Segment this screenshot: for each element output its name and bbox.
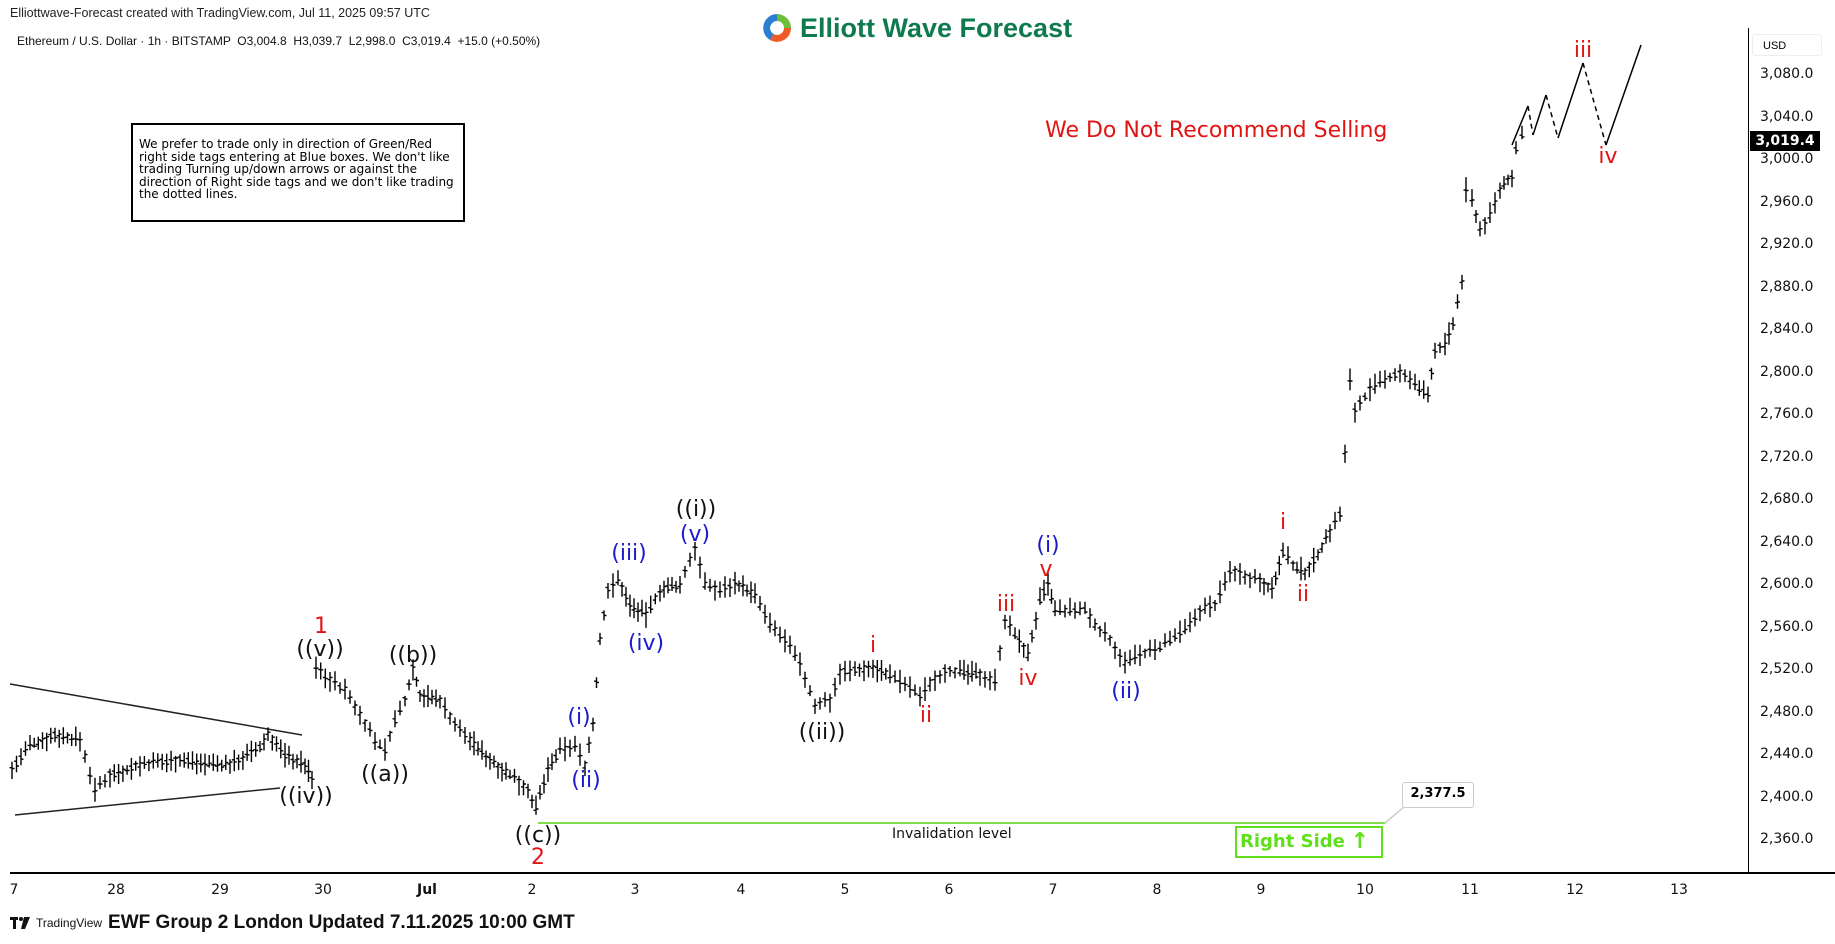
wave-label: (i) — [1036, 533, 1060, 558]
projection-line — [1557, 62, 1584, 139]
wave-label: iii — [1573, 38, 1593, 63]
currency-label[interactable]: USD — [1752, 34, 1822, 56]
price-tick: 2,760.0 — [1760, 406, 1814, 422]
price-tick: 2,840.0 — [1760, 321, 1814, 337]
logo-text: Elliott Wave Forecast — [800, 12, 1073, 43]
right-side-label: Right Side — [1240, 831, 1345, 852]
date-tick: Jul — [417, 882, 437, 898]
date-tick: 12 — [1566, 882, 1584, 898]
wave-label: ((ii)) — [798, 720, 846, 745]
wave-label: ((b)) — [388, 643, 438, 668]
wave-label: ((iv)) — [279, 784, 333, 809]
wave-label: (ii) — [1111, 679, 1141, 704]
last-price-badge: 3,019.4 — [1750, 131, 1820, 151]
footer: TradingView EWF Group 2 London Updated 7… — [10, 912, 575, 934]
price-axis[interactable] — [1748, 28, 1835, 872]
date-tick: 4 — [736, 882, 746, 898]
date-tick: 8 — [1152, 882, 1162, 898]
date-tick: 9 — [1256, 882, 1266, 898]
date-tick: 30 — [314, 882, 332, 898]
invalidation-label: Invalidation level — [892, 826, 1012, 842]
invalidation-price-callout: 2,377.5 — [1402, 782, 1474, 808]
price-tick: 2,440.0 — [1760, 746, 1814, 762]
date-tick: 5 — [840, 882, 850, 898]
headline-no-selling: We Do Not Recommend Selling — [1045, 118, 1388, 143]
price-tick: 2,880.0 — [1760, 278, 1814, 295]
tradingview-brand: TradingView — [36, 916, 103, 930]
wave-label: ii — [1296, 582, 1310, 607]
price-tick: 2,400.0 — [1760, 788, 1814, 805]
time-axis[interactable] — [10, 872, 1835, 914]
wave-label: ii — [919, 703, 933, 728]
wave-label: iii — [996, 592, 1016, 617]
price-tick: 2,360.0 — [1760, 831, 1814, 847]
projection-line — [1605, 44, 1642, 146]
wave-label: (ii) — [571, 768, 601, 793]
projection-line — [1511, 105, 1529, 146]
price-tick: 3,000.0 — [1760, 151, 1814, 167]
price-tick: 2,560.0 — [1760, 618, 1814, 635]
tradingview-logo-icon — [10, 917, 30, 929]
triangle-upper-line — [9, 683, 303, 736]
wave-label: ((i)) — [675, 497, 717, 522]
projection-dashed — [1527, 105, 1534, 136]
price-chart[interactable] — [0, 0, 1748, 872]
wave-label: (v) — [679, 522, 711, 547]
ewf-swirl-icon — [763, 14, 791, 42]
date-tick: 3 — [630, 882, 640, 898]
projection-dashed — [1582, 62, 1607, 146]
triangle-lower-line — [14, 787, 281, 816]
price-tick: 2,480.0 — [1760, 703, 1814, 720]
date-tick: 7 — [1048, 882, 1058, 898]
price-tick: 3,080.0 — [1760, 66, 1814, 82]
wave-label: (i) — [567, 705, 591, 730]
wave-label: ((c)) — [514, 823, 562, 848]
date-tick: 2 — [527, 882, 537, 898]
price-tick: 2,720.0 — [1760, 448, 1814, 465]
wave-label: ((v)) — [296, 637, 344, 662]
wave-label: (iii) — [611, 541, 647, 566]
wave-label: iv — [1598, 144, 1618, 169]
arrow-up-icon: ↑ — [1350, 829, 1369, 854]
wave-label: (iv) — [627, 631, 665, 656]
wave-label: i — [1279, 510, 1287, 535]
projection-line — [1532, 94, 1547, 136]
wave-label: iv — [1018, 666, 1038, 691]
date-tick: 6 — [944, 882, 954, 898]
date-tick: 7 — [9, 882, 19, 898]
projection-dashed — [1545, 94, 1559, 139]
price-tick: 3,040.0 — [1760, 108, 1814, 125]
trading-note-box: We prefer to trade only in direction of … — [131, 123, 465, 222]
date-tick: 11 — [1461, 882, 1479, 898]
date-tick: 13 — [1670, 882, 1688, 898]
wave-label: i — [869, 633, 877, 658]
date-tick: 29 — [211, 882, 229, 898]
right-side-tag: Right Side ↑ — [1235, 826, 1383, 858]
update-message: EWF Group 2 London Updated 7.11.2025 10:… — [108, 912, 575, 933]
date-tick: 10 — [1356, 882, 1374, 898]
price-tick: 2,960.0 — [1760, 193, 1814, 210]
date-tick: 28 — [107, 882, 125, 898]
brand-logo: Elliott Wave Forecast — [760, 10, 1072, 46]
price-tick: 2,520.0 — [1760, 661, 1814, 677]
wave-label: 1 — [314, 614, 328, 639]
price-tick: 2,800.0 — [1760, 363, 1814, 380]
price-tick: 2,600.0 — [1760, 576, 1814, 592]
wave-label: v — [1039, 557, 1053, 582]
ohlc-bars — [9, 125, 1525, 815]
symbol-ohlc-line: Ethereum / U.S. Dollar · 1h · BITSTAMP O… — [17, 34, 541, 48]
price-tick: 2,920.0 — [1760, 236, 1814, 252]
price-tick: 2,640.0 — [1760, 533, 1814, 550]
wave-label: ((a)) — [361, 762, 409, 787]
wave-label: 2 — [531, 845, 545, 870]
price-tick: 2,680.0 — [1760, 491, 1814, 507]
chart-credit: Elliottwave-Forecast created with Tradin… — [10, 6, 430, 20]
